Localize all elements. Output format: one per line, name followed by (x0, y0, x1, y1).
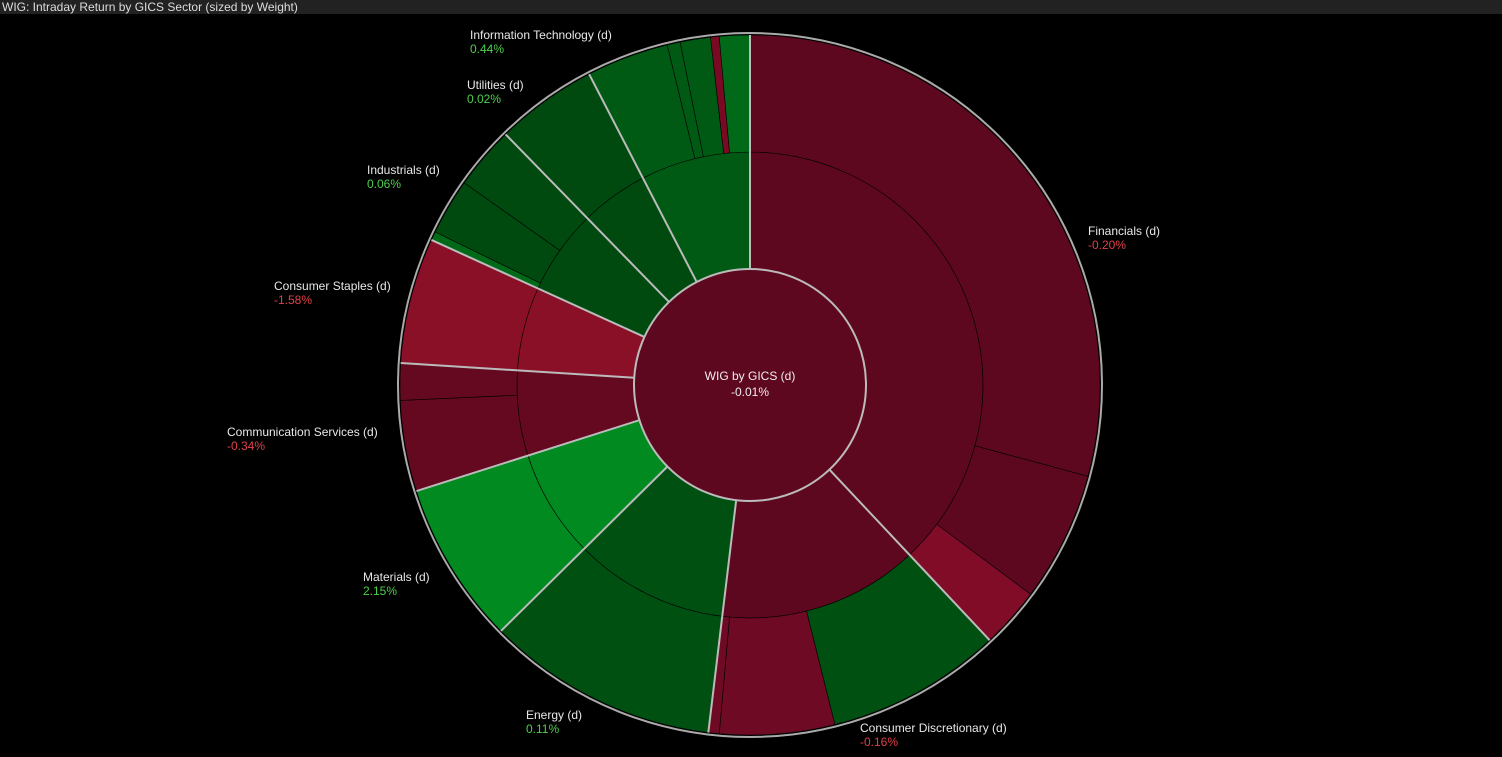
sector-return: 0.11% (526, 722, 559, 736)
sector-divider (828, 468, 991, 641)
sector-divider (500, 465, 669, 632)
sector-return: 0.44% (470, 42, 504, 56)
sector-label: Utilities (d) (467, 78, 524, 92)
sector-divider (400, 362, 635, 379)
sector-label: Industrials (d) (367, 163, 440, 177)
sector-divider (588, 73, 698, 283)
sector-divider (504, 133, 670, 303)
sector-label: Materials (d) (363, 570, 430, 584)
sector-return: -0.20% (1088, 238, 1126, 252)
sector-divider (416, 419, 640, 493)
center-label: WIG by GICS (d) (705, 369, 796, 383)
title-bar: WIG: Intraday Return by GICS Sector (siz… (0, 0, 1502, 14)
sector-return: -0.34% (227, 439, 265, 453)
outer-ring (397, 32, 1103, 738)
sector-return: 2.15% (363, 584, 397, 598)
sector-label: Consumer Discretionary (d) (860, 721, 1007, 735)
sector-divider (707, 500, 738, 733)
sector-label: Consumer Staples (d) (274, 279, 391, 293)
center-disc (633, 268, 867, 502)
sector-return: 0.06% (367, 177, 401, 191)
sector-return: -0.16% (860, 735, 898, 749)
center-return: -0.01% (731, 385, 769, 399)
sector-label: Communication Services (d) (227, 425, 378, 439)
sector-label: Energy (d) (526, 708, 582, 722)
component-arc (749, 34, 1101, 477)
sector-return: -1.58% (274, 293, 312, 307)
sector-label: Information Technology (d) (470, 28, 612, 42)
sector-divider (431, 239, 645, 338)
sector-return: 0.02% (467, 92, 501, 106)
sector-label: Financials (d) (1088, 224, 1160, 238)
